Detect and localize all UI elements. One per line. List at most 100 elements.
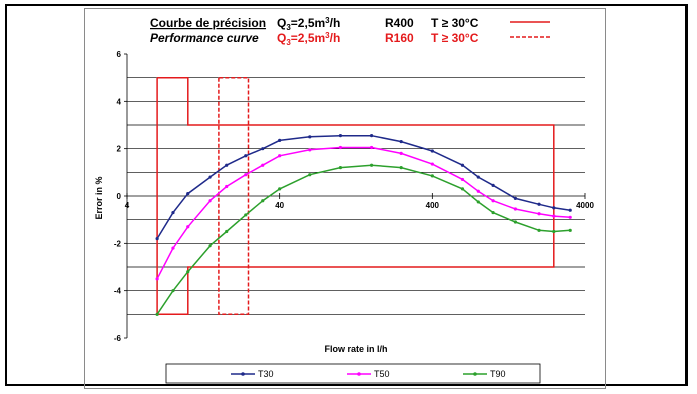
legend-item-T90: T90: [463, 369, 506, 379]
legend-item-T50: T50: [347, 369, 390, 379]
header-title-fr: Courbe de précision: [150, 16, 266, 30]
header-temp-1: T ≥ 30°C: [431, 16, 479, 30]
performance-chart: Courbe de précision Q3=2,5m3/h R400 T ≥ …: [94, 16, 595, 384]
header-title-en: Performance curve: [150, 31, 259, 45]
data-point: [155, 277, 159, 281]
data-point: [225, 163, 229, 167]
x-axis-label: Flow rate in l/h: [324, 344, 387, 354]
data-point: [171, 210, 175, 215]
data-point: [186, 192, 190, 196]
data-point: [244, 213, 248, 217]
legend-label: T90: [490, 369, 506, 379]
data-point: [369, 163, 374, 167]
data-point: [513, 207, 517, 211]
data-point: [513, 196, 517, 200]
header-q3-2: Q3=2,5m3/h: [277, 31, 340, 47]
data-point: [369, 145, 374, 150]
data-point: [186, 225, 190, 229]
data-point: [568, 215, 572, 219]
data-point: [338, 134, 343, 138]
x-tick-label: 4: [125, 201, 130, 210]
y-tick-label: -4: [114, 287, 122, 296]
data-point: [208, 199, 212, 203]
y-tick-label: 0: [117, 192, 122, 201]
data-point: [491, 199, 495, 203]
data-point: [460, 177, 465, 182]
y-tick-label: -6: [114, 334, 122, 343]
data-point: [338, 145, 343, 150]
header-q3-1: Q3=2,5m3/h: [277, 16, 340, 32]
data-point: [460, 187, 465, 191]
data-point: [552, 206, 556, 210]
chart-panel: Courbe de précision Q3=2,5m3/h R400 T ≥ …: [84, 8, 606, 389]
outer-frame: [5, 4, 688, 386]
data-point: [513, 220, 517, 224]
series-T90: [155, 163, 572, 316]
data-point: [537, 202, 541, 206]
data-point: [308, 148, 312, 152]
legend-marker: [473, 372, 477, 376]
data-point: [568, 208, 572, 212]
data-point: [155, 237, 159, 241]
data-point: [476, 175, 480, 179]
x-tick-label: 4000: [576, 201, 594, 210]
data-point: [491, 210, 495, 215]
data-point: [552, 229, 556, 234]
data-point: [261, 163, 265, 167]
data-point: [568, 228, 572, 232]
data-point: [208, 175, 212, 179]
data-point: [399, 151, 403, 155]
data-point: [244, 154, 248, 158]
data-point: [225, 229, 229, 234]
data-point: [369, 134, 374, 138]
y-tick-label: 2: [117, 145, 122, 154]
data-point: [491, 183, 495, 187]
series-T50: [155, 145, 572, 281]
data-point: [278, 187, 282, 191]
data-point: [338, 166, 343, 170]
data-point: [430, 149, 434, 153]
data-point: [476, 189, 480, 193]
data-point: [261, 199, 265, 203]
data-point: [278, 154, 282, 158]
data-point: [261, 147, 265, 151]
x-tick-label: 40: [275, 201, 284, 210]
legend-item-T30: T30: [231, 369, 274, 379]
plot-area: 6 4 2 0 -2 -4 -6 4 40 400 4000: [114, 50, 595, 343]
series-T30: [155, 134, 572, 241]
data-point: [537, 228, 541, 232]
data-point: [430, 162, 434, 166]
y-axis-label: Error in %: [94, 176, 104, 219]
header-ratio-2: R160: [385, 31, 414, 45]
header-ratio-1: R400: [385, 16, 414, 30]
y-tick-label: 6: [117, 50, 122, 59]
legend: T30 T50 T90: [165, 363, 541, 384]
data-point: [244, 173, 248, 177]
data-point: [278, 138, 282, 142]
legend-label: T30: [258, 369, 274, 379]
data-point: [537, 212, 541, 216]
header-row-1: Courbe de précision Q3=2,5m3/h R400 T ≥ …: [150, 16, 550, 32]
data-point: [171, 289, 175, 293]
legend-label: T50: [374, 369, 390, 379]
data-point: [476, 200, 480, 204]
data-point: [460, 163, 465, 167]
header-temp-2: T ≥ 30°C: [431, 31, 479, 45]
data-point: [171, 246, 175, 250]
data-point: [399, 166, 403, 170]
header-row-2: Performance curve Q3=2,5m3/h R160 T ≥ 30…: [150, 31, 550, 47]
y-tick-label: 4: [117, 97, 122, 106]
data-point: [552, 214, 556, 218]
data-point: [225, 184, 229, 189]
series-line: [156, 146, 571, 280]
legend-marker: [241, 372, 245, 376]
data-point: [430, 174, 434, 178]
tolerance-envelope-solid: [156, 76, 555, 316]
legend-marker: [357, 372, 361, 376]
series-line: [156, 134, 571, 239]
data-point: [399, 139, 403, 144]
data-point: [155, 312, 159, 316]
data-point: [186, 270, 190, 274]
x-tick-label: 400: [426, 201, 440, 210]
data-point: [308, 135, 312, 139]
